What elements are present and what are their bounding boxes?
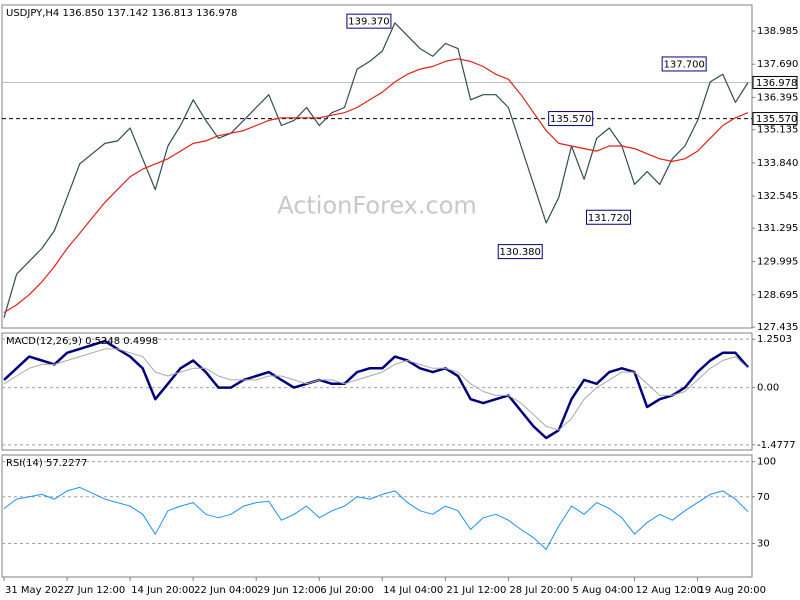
price-label-box xyxy=(752,75,798,89)
annotation-box xyxy=(661,56,707,72)
y-tick-label: 131.295 xyxy=(757,223,798,234)
x-tick-label: 12 Aug 12:00 xyxy=(636,585,703,596)
annotation-box xyxy=(586,209,632,225)
annotation-label: 130.380 xyxy=(500,247,541,258)
panel-title: USDJPY,H4 136.850 137.142 136.813 136.97… xyxy=(6,8,237,19)
y-tick-label: 0.00 xyxy=(757,383,779,394)
y-tick-label: 137.690 xyxy=(757,59,798,70)
y-tick-label: 133.840 xyxy=(757,158,798,169)
x-tick-label: 31 May 2022 xyxy=(5,585,70,596)
panel-frame xyxy=(1,332,753,451)
annotation-label: 131.720 xyxy=(588,213,629,224)
annotation-label: 135.570 xyxy=(550,114,591,125)
y-tick-label: 129.995 xyxy=(757,256,798,267)
y-tick-label: 128.695 xyxy=(757,290,798,301)
x-tick-label: 28 Jul 20:00 xyxy=(509,585,569,596)
series-line xyxy=(3,339,749,440)
panel-frame xyxy=(1,454,753,578)
price-label: 136.978 xyxy=(756,78,797,89)
watermark: ActionForex.com xyxy=(277,192,477,220)
annotation-label: 137.700 xyxy=(663,59,704,70)
x-tick-label: 14 Jun 20:00 xyxy=(131,585,195,596)
y-tick-label: 30 xyxy=(757,539,770,550)
price-label-box xyxy=(752,112,798,126)
y-tick-label: 100 xyxy=(757,457,776,468)
y-tick-label: 135.135 xyxy=(757,125,798,136)
series-line xyxy=(3,486,749,550)
panel-title: MACD(12,26,9) 0.5248 0.4998 xyxy=(6,336,158,347)
panel-title: RSI(14) 57.2277 xyxy=(6,458,87,469)
annotation-box xyxy=(497,244,543,260)
panel-frame xyxy=(1,4,753,329)
x-tick-label: 21 Jul 12:00 xyxy=(446,585,506,596)
series-line xyxy=(3,58,749,314)
y-tick-label: 1.2503 xyxy=(757,334,792,345)
y-tick-label: 132.545 xyxy=(757,191,798,202)
annotation-box xyxy=(548,111,594,127)
x-tick-label: 7 Jun 12:00 xyxy=(68,585,125,596)
x-tick-label: 29 Jun 12:00 xyxy=(257,585,321,596)
series-line xyxy=(3,22,749,318)
x-tick-label: 6 Jul 20:00 xyxy=(320,585,374,596)
price-label: 135.570 xyxy=(756,114,797,125)
y-tick-label: 70 xyxy=(757,492,770,503)
x-tick-label: 19 Aug 20:00 xyxy=(699,585,766,596)
series-line xyxy=(3,348,749,431)
y-tick-label: 138.985 xyxy=(757,26,798,37)
annotation-box xyxy=(346,13,392,29)
y-tick-label: 136.395 xyxy=(757,92,798,103)
x-tick-label: 5 Aug 04:00 xyxy=(572,585,633,596)
x-tick-label: 22 Jun 04:00 xyxy=(194,585,258,596)
annotation-label: 139.370 xyxy=(348,17,389,28)
x-tick-label: 14 Jul 04:00 xyxy=(383,585,443,596)
y-tick-label: -1.4777 xyxy=(757,440,796,451)
y-tick-label: 127.435 xyxy=(757,322,798,333)
